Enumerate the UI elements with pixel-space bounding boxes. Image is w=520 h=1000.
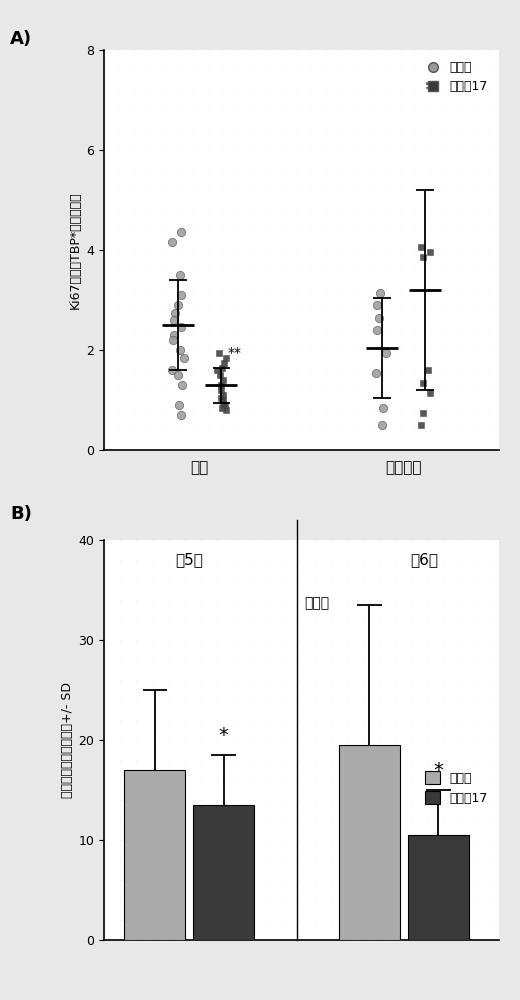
Y-axis label: Ki67相对于TBP*的基因表达: Ki67相对于TBP*的基因表达 [69, 191, 82, 309]
Text: *: * [434, 761, 444, 780]
Bar [124, 770, 185, 940]
Text: 第5周: 第5周 [175, 552, 203, 567]
Text: 未处理: 未处理 [305, 596, 330, 610]
Text: *: * [218, 726, 228, 745]
Text: B): B) [10, 505, 32, 523]
Legend: 媒介物, 实施例17: 媒介物, 实施例17 [420, 766, 493, 810]
Bar [408, 835, 469, 940]
Legend: 媒介物, 实施例17: 媒介物, 实施例17 [416, 56, 493, 98]
Bar [339, 745, 400, 940]
Bar [193, 805, 254, 940]
Text: **: ** [228, 346, 241, 360]
Text: 第6周: 第6周 [410, 552, 438, 567]
Y-axis label: 子宫收缩次数（总数）+/- SD: 子宫收缩次数（总数）+/- SD [61, 682, 74, 798]
Text: A): A) [10, 30, 33, 48]
